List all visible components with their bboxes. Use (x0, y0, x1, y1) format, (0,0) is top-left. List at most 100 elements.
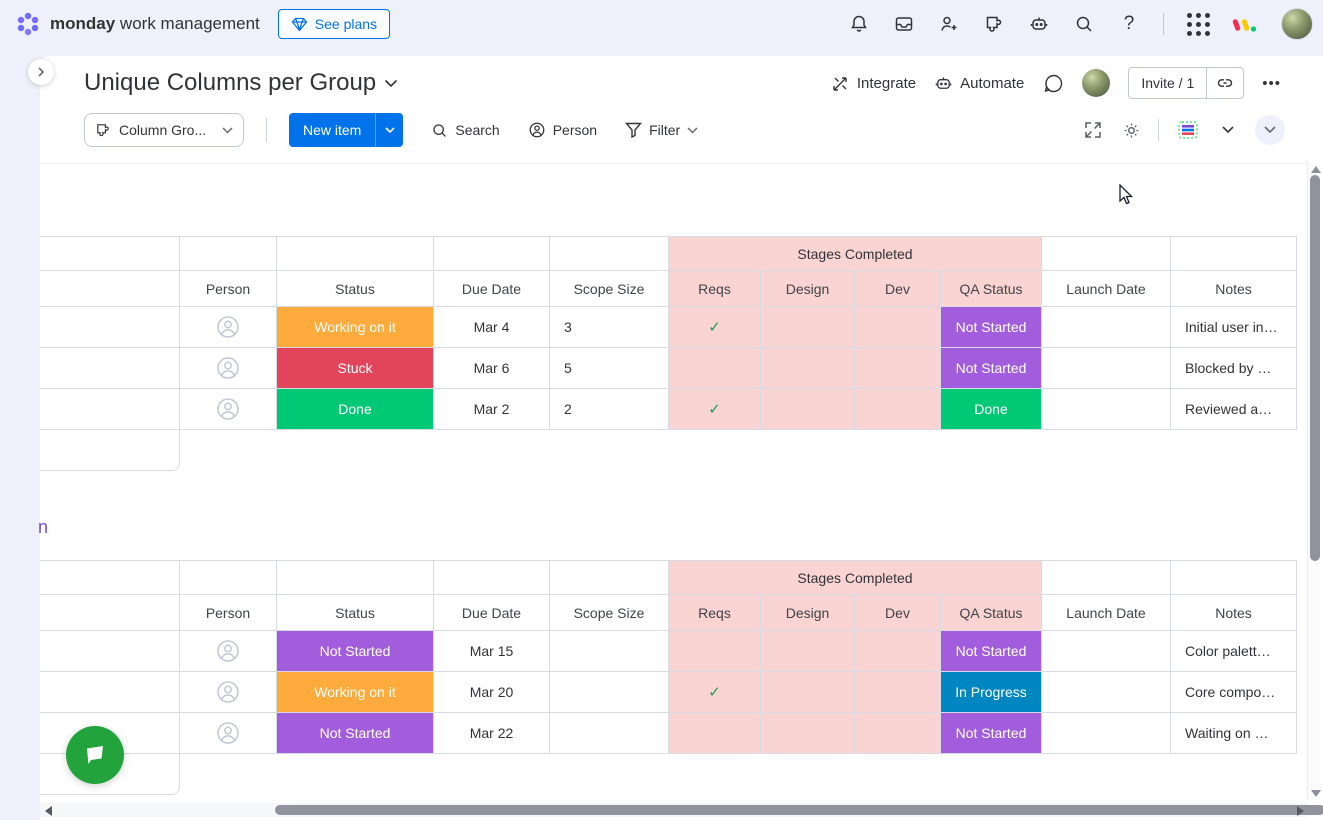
scroll-right-arrow-icon[interactable] (1297, 806, 1304, 816)
notifications-bell-icon[interactable] (848, 13, 870, 35)
item-name-cell[interactable] (40, 348, 180, 389)
view-table-icon[interactable] (1175, 119, 1201, 141)
qa-status-cell[interactable]: In Progress (941, 672, 1042, 713)
filter-button[interactable]: Filter (625, 122, 698, 138)
invite-button[interactable]: Invite / 1 (1141, 75, 1195, 91)
status-cell[interactable]: Not Started (277, 713, 434, 754)
invite-members-icon[interactable] (938, 13, 960, 35)
stage-design-cell[interactable] (761, 389, 855, 430)
design-column-header[interactable]: Design (761, 595, 855, 631)
chat-support-button[interactable] (66, 726, 124, 784)
due-date-cell[interactable]: Mar 15 (434, 631, 550, 672)
horizontal-scrollbar-thumb[interactable] (275, 805, 1323, 815)
horizontal-scrollbar[interactable] (40, 803, 1323, 817)
reqs-column-header[interactable]: Reqs (669, 271, 761, 307)
scope-size-column-header[interactable]: Scope Size (550, 271, 669, 307)
design-column-header[interactable]: Design (761, 271, 855, 307)
person-cell[interactable] (180, 348, 277, 389)
status-column-header[interactable]: Status (277, 595, 434, 631)
fullscreen-icon[interactable] (1082, 119, 1104, 141)
due-date-cell[interactable]: Mar 22 (434, 713, 550, 754)
item-name-cell[interactable] (40, 631, 180, 672)
person-filter-button[interactable]: Person (528, 121, 597, 139)
scope-size-cell[interactable]: 3 (550, 307, 669, 348)
scope-size-cell[interactable]: 5 (550, 348, 669, 389)
launch-date-cell[interactable] (1042, 389, 1171, 430)
notes-column-header[interactable]: Notes (1171, 595, 1297, 631)
scope-size-cell[interactable] (550, 713, 669, 754)
name-column-header[interactable] (40, 595, 180, 631)
scope-size-cell[interactable] (550, 631, 669, 672)
due-date-cell[interactable]: Mar 4 (434, 307, 550, 348)
person-column-header[interactable]: Person (180, 595, 277, 631)
notes-cell[interactable]: Color palett… (1171, 631, 1297, 672)
scroll-up-arrow-icon[interactable] (1311, 166, 1321, 173)
scope-size-cell[interactable] (550, 672, 669, 713)
add-item-row[interactable] (40, 430, 180, 471)
stage-reqs-cell[interactable]: ✓ (669, 672, 761, 713)
name-column-header[interactable] (40, 271, 180, 307)
due-date-cell[interactable]: Mar 20 (434, 672, 550, 713)
qa-status-cell[interactable]: Not Started (941, 307, 1042, 348)
notes-cell[interactable]: Waiting on … (1171, 713, 1297, 754)
stage-reqs-cell[interactable]: ✓ (669, 389, 761, 430)
view-chevron-icon[interactable] (1217, 119, 1239, 141)
stage-design-cell[interactable] (761, 672, 855, 713)
notes-cell[interactable]: Reviewed a… (1171, 389, 1297, 430)
apps-marketplace-icon[interactable] (983, 13, 1005, 35)
dev-column-header[interactable]: Dev (855, 271, 941, 307)
see-plans-button[interactable]: See plans (277, 9, 391, 39)
qa-status-cell[interactable]: Not Started (941, 631, 1042, 672)
status-column-header[interactable]: Status (277, 271, 434, 307)
status-cell[interactable]: Stuck (277, 348, 434, 389)
stage-design-cell[interactable] (761, 631, 855, 672)
launch-date-column-header[interactable]: Launch Date (1042, 595, 1171, 631)
person-cell[interactable] (180, 672, 277, 713)
board-title[interactable]: Unique Columns per Group (84, 69, 398, 97)
search-board-button[interactable]: Search (431, 122, 500, 139)
scroll-down-arrow-icon[interactable] (1311, 790, 1321, 797)
product-switcher-icon[interactable] (1186, 13, 1210, 36)
launch-date-cell[interactable] (1042, 348, 1171, 389)
person-cell[interactable] (180, 631, 277, 672)
person-column-header[interactable]: Person (180, 271, 277, 307)
qa-status-column-header[interactable]: QA Status (941, 595, 1042, 631)
status-cell[interactable]: Working on it (277, 307, 434, 348)
discussion-bubble-icon[interactable] (1042, 72, 1064, 94)
collapse-header-button[interactable] (1255, 115, 1285, 145)
notes-cell[interactable]: Core compo… (1171, 672, 1297, 713)
board-settings-gear-icon[interactable] (1120, 119, 1142, 141)
person-cell[interactable] (180, 713, 277, 754)
launch-date-cell[interactable] (1042, 631, 1171, 672)
launch-date-column-header[interactable]: Launch Date (1042, 271, 1171, 307)
user-avatar[interactable] (1281, 8, 1313, 40)
stage-design-cell[interactable] (761, 348, 855, 389)
vertical-scrollbar[interactable] (1307, 163, 1321, 800)
launch-date-cell[interactable] (1042, 672, 1171, 713)
stage-dev-cell[interactable] (855, 348, 941, 389)
scroll-left-arrow-icon[interactable] (45, 806, 52, 816)
due-date-cell[interactable]: Mar 6 (434, 348, 550, 389)
reqs-column-header[interactable]: Reqs (669, 595, 761, 631)
stage-dev-cell[interactable] (855, 713, 941, 754)
stage-design-cell[interactable] (761, 713, 855, 754)
vertical-scrollbar-thumb[interactable] (1310, 175, 1320, 561)
qa-status-cell[interactable]: Not Started (941, 348, 1042, 389)
notes-cell[interactable]: Initial user in… (1171, 307, 1297, 348)
integrate-button[interactable]: Integrate (831, 74, 916, 93)
stage-dev-cell[interactable] (855, 307, 941, 348)
stage-reqs-cell[interactable] (669, 713, 761, 754)
copy-link-icon[interactable] (1207, 68, 1243, 98)
stage-reqs-cell[interactable] (669, 348, 761, 389)
notes-column-header[interactable]: Notes (1171, 271, 1297, 307)
board-owner-avatar[interactable] (1082, 69, 1111, 97)
item-name-cell[interactable] (40, 672, 180, 713)
search-icon[interactable] (1073, 13, 1095, 35)
person-cell[interactable] (180, 389, 277, 430)
workspace-logo-icon[interactable] (1232, 13, 1258, 35)
column-group-selector[interactable]: Column Gro... (84, 113, 244, 147)
status-cell[interactable]: Working on it (277, 672, 434, 713)
status-cell[interactable]: Done (277, 389, 434, 430)
group-2-title[interactable]: n (38, 517, 49, 537)
due-date-column-header[interactable]: Due Date (434, 271, 550, 307)
